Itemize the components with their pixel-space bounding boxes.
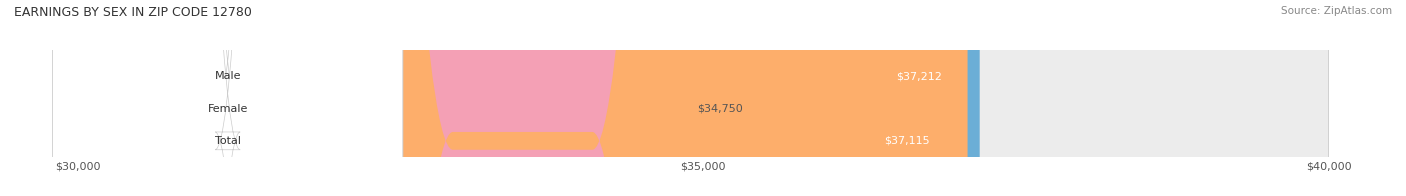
FancyBboxPatch shape (52, 0, 402, 196)
FancyBboxPatch shape (52, 0, 402, 196)
Text: Female: Female (208, 103, 247, 113)
Text: $37,212: $37,212 (896, 71, 942, 81)
FancyBboxPatch shape (77, 0, 1329, 196)
FancyBboxPatch shape (52, 0, 402, 196)
Text: Total: Total (215, 136, 240, 146)
FancyBboxPatch shape (77, 0, 980, 196)
Text: $37,115: $37,115 (884, 136, 929, 146)
FancyBboxPatch shape (77, 0, 967, 196)
FancyBboxPatch shape (77, 0, 1329, 196)
FancyBboxPatch shape (77, 0, 672, 196)
Text: Source: ZipAtlas.com: Source: ZipAtlas.com (1281, 6, 1392, 16)
Text: EARNINGS BY SEX IN ZIP CODE 12780: EARNINGS BY SEX IN ZIP CODE 12780 (14, 6, 252, 19)
FancyBboxPatch shape (77, 0, 1329, 196)
Text: $34,750: $34,750 (697, 103, 742, 113)
Text: Male: Male (214, 71, 240, 81)
